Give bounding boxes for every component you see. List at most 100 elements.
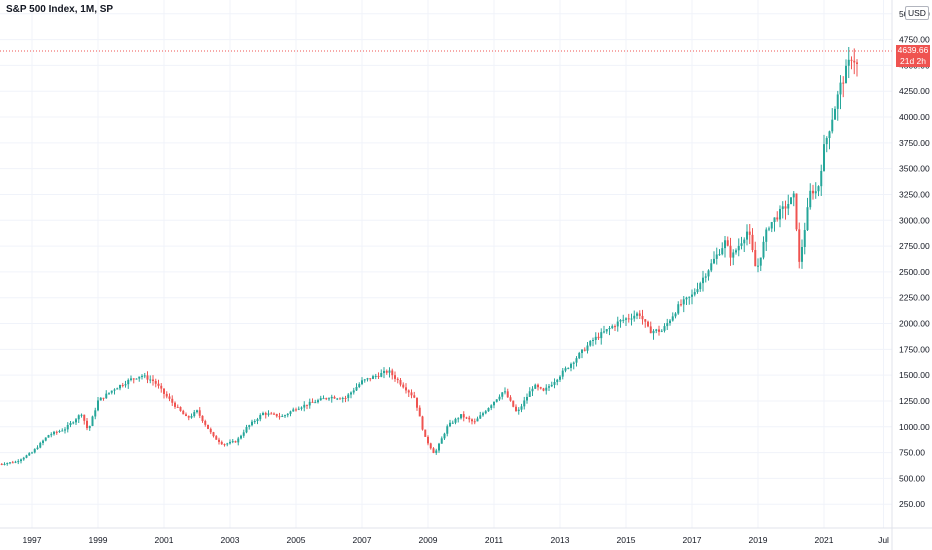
candle [223, 443, 226, 447]
candle-body [644, 319, 647, 322]
candle-body [119, 385, 121, 389]
candle [512, 400, 515, 408]
y-axis-ticks: 250.00 500.00 750.00 1000.00 1250.00 1500.00 1… [899, 9, 930, 509]
candle [663, 323, 666, 333]
candle-body [380, 373, 383, 377]
candle-body [245, 427, 248, 433]
candle [718, 249, 721, 256]
candle [473, 418, 476, 425]
candle [834, 106, 836, 120]
candle [429, 442, 432, 450]
candle [196, 409, 198, 414]
candle [691, 289, 693, 305]
candle [674, 312, 677, 319]
candle-body [658, 329, 660, 332]
candle-body [416, 397, 418, 408]
candle-body [212, 432, 215, 437]
candle [135, 378, 138, 380]
candle [707, 269, 710, 281]
candle-body [286, 413, 289, 416]
candle-body [163, 388, 165, 394]
x-tick-label: 2009 [419, 535, 438, 545]
candle [504, 387, 506, 395]
candle-body [460, 414, 462, 419]
candle [69, 420, 72, 428]
candle-body [803, 230, 806, 248]
candle-body [454, 418, 457, 423]
candle-body [561, 370, 564, 377]
candle-body [550, 384, 553, 387]
candle [55, 430, 58, 435]
candle [550, 381, 553, 388]
candle-body [702, 277, 704, 284]
candle-body [597, 336, 600, 339]
candle-body [171, 398, 174, 403]
candle [242, 429, 245, 438]
candle-body [94, 410, 97, 417]
candle-body [487, 408, 490, 412]
candle [344, 395, 347, 403]
candle-body [663, 326, 666, 331]
candle-body [198, 410, 201, 416]
currency-button[interactable]: USD [905, 6, 929, 20]
candle-body [468, 417, 471, 420]
candle-body [267, 413, 270, 415]
candle-body [515, 406, 517, 412]
candle-body [627, 318, 630, 320]
candle-body [699, 283, 702, 290]
candle-body [358, 384, 361, 387]
candle-body [641, 315, 644, 320]
candle-body [440, 438, 443, 444]
candle-body [531, 388, 534, 392]
last-price-value: 4639.66 [897, 45, 929, 55]
candle [424, 429, 427, 437]
candle [468, 415, 471, 423]
candle [732, 249, 735, 266]
candle [383, 367, 385, 379]
y-tick-label: 3750.00 [899, 138, 930, 148]
candle-body [506, 391, 509, 398]
x-tick-label: 1997 [23, 535, 42, 545]
candle-body [765, 229, 768, 242]
candle-body [787, 203, 790, 209]
candle [561, 367, 564, 380]
candle-body [209, 428, 212, 433]
candle [330, 394, 333, 403]
candle [647, 320, 649, 328]
candle [278, 412, 281, 420]
candle-body [99, 397, 102, 401]
candle [636, 311, 638, 320]
candle [710, 259, 713, 273]
candle [116, 387, 119, 390]
candle [218, 437, 220, 445]
candle-body [47, 435, 50, 438]
candle [61, 428, 64, 432]
candle [443, 432, 446, 440]
x-tick-label: 1999 [89, 535, 108, 545]
chart-legend-title: S&P 500 Index, 1M, SP [6, 4, 114, 15]
y-tick-label: 3500.00 [899, 164, 930, 174]
candle [641, 309, 644, 325]
candle [556, 378, 559, 386]
candle [28, 452, 31, 456]
candle-body [812, 190, 814, 194]
candle-body [196, 410, 198, 413]
candle [17, 459, 20, 465]
candle-body [751, 234, 754, 251]
candle-body [449, 422, 451, 427]
candle [369, 378, 372, 382]
candle [396, 377, 399, 384]
candle-body [418, 407, 421, 417]
candle [638, 310, 641, 320]
candle [776, 211, 779, 222]
candle-body [152, 379, 154, 381]
candle [165, 391, 168, 399]
candle-body [517, 409, 520, 412]
candle [836, 90, 839, 121]
candle-body [432, 448, 435, 454]
candle-body [856, 62, 858, 64]
candle [784, 200, 787, 220]
candle-body [86, 420, 88, 429]
candle-body [633, 315, 636, 319]
